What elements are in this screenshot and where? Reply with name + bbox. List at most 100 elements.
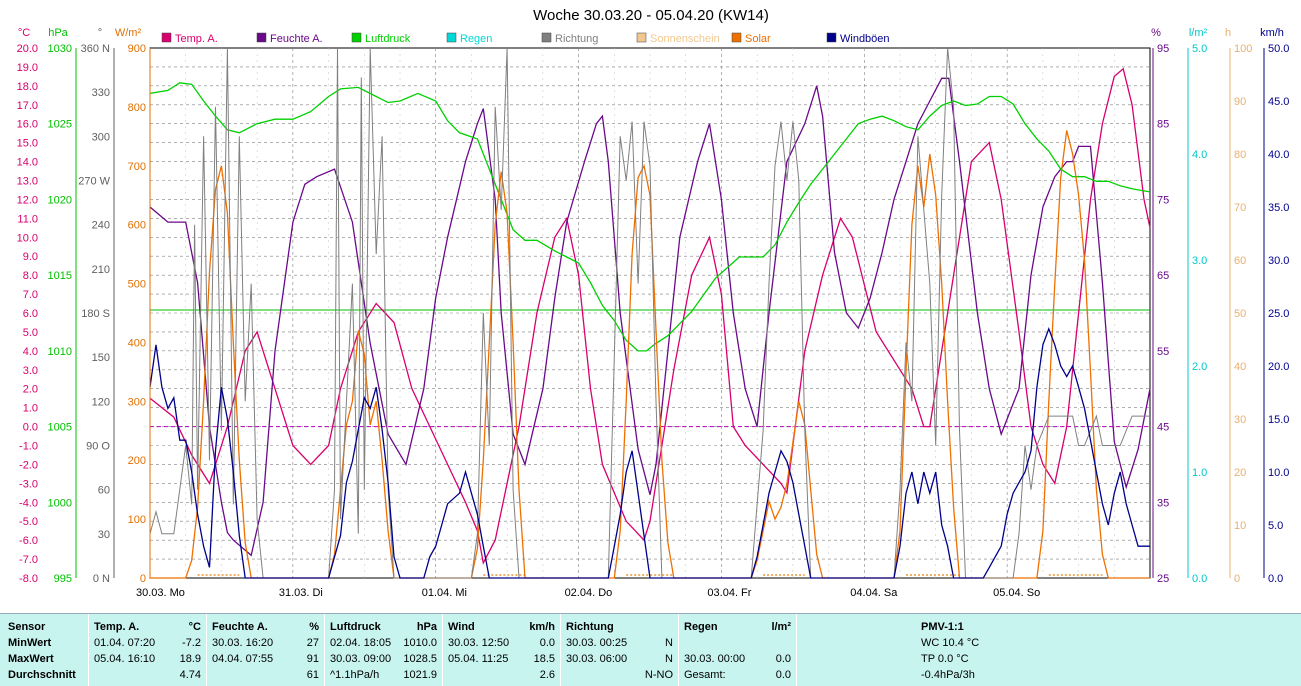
left-axis-tick-label: 300 xyxy=(92,131,110,143)
temp-unit: °C xyxy=(188,621,201,633)
left-axis-tick-label: -6.0 xyxy=(19,535,38,547)
right-axis-tick-label: 60 xyxy=(1234,255,1246,267)
rain-total-val: 0.0 xyxy=(775,669,791,681)
left-axis-tick-label: 17.0 xyxy=(17,100,38,112)
rain-title: Regen xyxy=(684,621,718,633)
left-axis-tick-label: 270 W xyxy=(78,176,110,188)
right-axis-tick-label: 3.0 xyxy=(1192,255,1207,267)
direction-avg: N-NO xyxy=(644,669,673,681)
x-axis-label: 02.04. Do xyxy=(565,587,613,599)
left-axis-tick-label: 7.0 xyxy=(23,289,38,301)
right-axis-tick-label: 10 xyxy=(1234,520,1246,532)
legend-label: Temp. A. xyxy=(175,33,218,45)
series-lines xyxy=(149,47,1151,579)
right-axis-tick-label: 70 xyxy=(1234,202,1246,214)
right-axis-tick-label: 0 xyxy=(1234,573,1240,585)
legend-label: Sonnenschein xyxy=(650,33,720,45)
reference-lines xyxy=(150,309,1150,428)
humidity-max-val: 91 xyxy=(306,653,319,665)
left-axis-tick-label: 15.0 xyxy=(17,138,38,150)
x-axis-label: 01.04. Mi xyxy=(422,587,467,599)
right-axis-tick-label: 5.0 xyxy=(1268,520,1283,532)
left-axis-tick-label: 2.0 xyxy=(23,384,38,396)
right-axis-unit: km/h xyxy=(1260,27,1284,39)
left-axis-tick-label: 1020 xyxy=(48,194,72,206)
stats-col-temp: Temp. A. °C 01.04. 07:20 -7.2 05.04. 16:… xyxy=(88,614,207,686)
right-axis-tick-label: 40 xyxy=(1234,361,1246,373)
rain-total-label: Gesamt: xyxy=(684,669,726,681)
right-axis-tick-label: 20.0 xyxy=(1268,361,1289,373)
legend-swatch xyxy=(161,32,172,43)
right-axis-tick-label: 25 xyxy=(1157,573,1169,585)
left-axis-tick-label: 180 S xyxy=(81,308,110,320)
rain-max-time: 30.03. 00:00 xyxy=(684,653,746,665)
right-axis-tick-label: 100 xyxy=(1234,43,1252,55)
direction-min-val: N xyxy=(665,637,673,649)
left-axis-tick-label: 14.0 xyxy=(17,157,38,169)
left-axis-tick-label: 100 xyxy=(128,514,146,526)
left-axes: 20.0 19.0 18.0 17.0 16.0 15.0 14.0 13.0 12.0 11.0… xyxy=(17,43,151,585)
legend-swatch xyxy=(636,32,647,43)
left-axis-tick-label: 60 xyxy=(98,485,110,497)
x-axis-label: 05.04. So xyxy=(993,587,1040,599)
right-axis-tick-label: 1.0 xyxy=(1192,467,1207,479)
right-axis-tick-label: 40.0 xyxy=(1268,149,1289,161)
legend-swatch xyxy=(446,32,457,43)
left-axis-tick-label: 0.0 xyxy=(23,422,38,434)
statistics-table: Sensor MinWert MaxWert Durchschnitt Temp… xyxy=(0,613,1301,686)
left-axis-tick-label: -3.0 xyxy=(19,478,38,490)
x-axis-label: 31.03. Di xyxy=(279,587,323,599)
left-axis-tick-label: 600 xyxy=(128,220,146,232)
right-axis-tick-label: 5.0 xyxy=(1192,43,1207,55)
left-axis-tick-label: 12.0 xyxy=(17,194,38,206)
wind-title: Wind xyxy=(448,621,475,633)
right-axis-tick-label: 80 xyxy=(1234,149,1246,161)
right-axis-tick-label: 10.0 xyxy=(1268,467,1289,479)
series-windb-en-line xyxy=(149,327,1150,579)
wind-avg: 2.6 xyxy=(539,669,555,681)
humidity-min-val: 27 xyxy=(306,637,319,649)
stats-col-pressure: Luftdruck hPa 02.04. 18:05 1010.0 30.03.… xyxy=(324,614,443,686)
temp-max-time: 05.04. 16:10 xyxy=(94,653,156,665)
x-axis-label: 03.04. Fr xyxy=(707,587,751,599)
x-axis-label: 30.03. Mo xyxy=(136,587,185,599)
legend-label: Solar xyxy=(745,33,771,45)
legend-swatch xyxy=(826,32,837,43)
temp-min-time: 01.04. 07:20 xyxy=(94,637,156,649)
pressure-max-val: 1028.5 xyxy=(403,653,437,665)
right-axis-tick-label: 50.0 xyxy=(1268,43,1289,55)
left-axis-tick-label: 90 O xyxy=(86,441,110,453)
left-axis-tick-label: 18.0 xyxy=(17,81,38,93)
stats-col-wind: Wind km/h 30.03. 12:50 0.0 05.04. 11:25 … xyxy=(442,614,561,686)
pmv-line1: WC 10.4 °C xyxy=(921,637,980,649)
right-axis-tick-label: 2.0 xyxy=(1192,361,1207,373)
row-label-max: MaxWert xyxy=(8,653,54,665)
left-axis-tick-label: 1.0 xyxy=(23,403,38,415)
right-axis-tick-label: 30.0 xyxy=(1268,255,1289,267)
right-axis-tick-label: 75 xyxy=(1157,194,1169,206)
right-axis-tick-label: 0.0 xyxy=(1192,573,1207,585)
left-axis-tick-label: -5.0 xyxy=(19,516,38,528)
right-axis-tick-label: 45.0 xyxy=(1268,96,1289,108)
stats-col-labels: Sensor MinWert MaxWert Durchschnitt xyxy=(0,614,88,686)
left-axis-tick-label: -1.0 xyxy=(19,441,38,453)
pressure-unit: hPa xyxy=(416,621,437,633)
pmv-line2: TP 0.0 °C xyxy=(921,653,969,665)
legend-swatch xyxy=(541,32,552,43)
left-axis-tick-label: 400 xyxy=(128,337,146,349)
right-axis-tick-label: 35 xyxy=(1157,497,1169,509)
pressure-min-time: 02.04. 18:05 xyxy=(330,637,392,649)
wind-min-time: 30.03. 12:50 xyxy=(448,637,510,649)
left-axis-tick-label: 120 xyxy=(92,396,110,408)
right-axis-unit: h xyxy=(1225,27,1231,39)
left-axis-tick-label: 1010 xyxy=(48,346,72,358)
left-axis-tick-label: 300 xyxy=(128,396,146,408)
pressure-min-val: 1010.0 xyxy=(403,637,437,649)
pressure-max-time: 30.03. 09:00 xyxy=(330,653,392,665)
grid-lines xyxy=(150,48,1150,578)
right-axis-tick-label: 95 xyxy=(1157,43,1169,55)
wind-min-val: 0.0 xyxy=(539,637,555,649)
left-axis-unit: W/m² xyxy=(115,27,142,39)
row-label-avg: Durchschnitt xyxy=(8,669,76,681)
left-axis-tick-label: -7.0 xyxy=(19,554,38,566)
